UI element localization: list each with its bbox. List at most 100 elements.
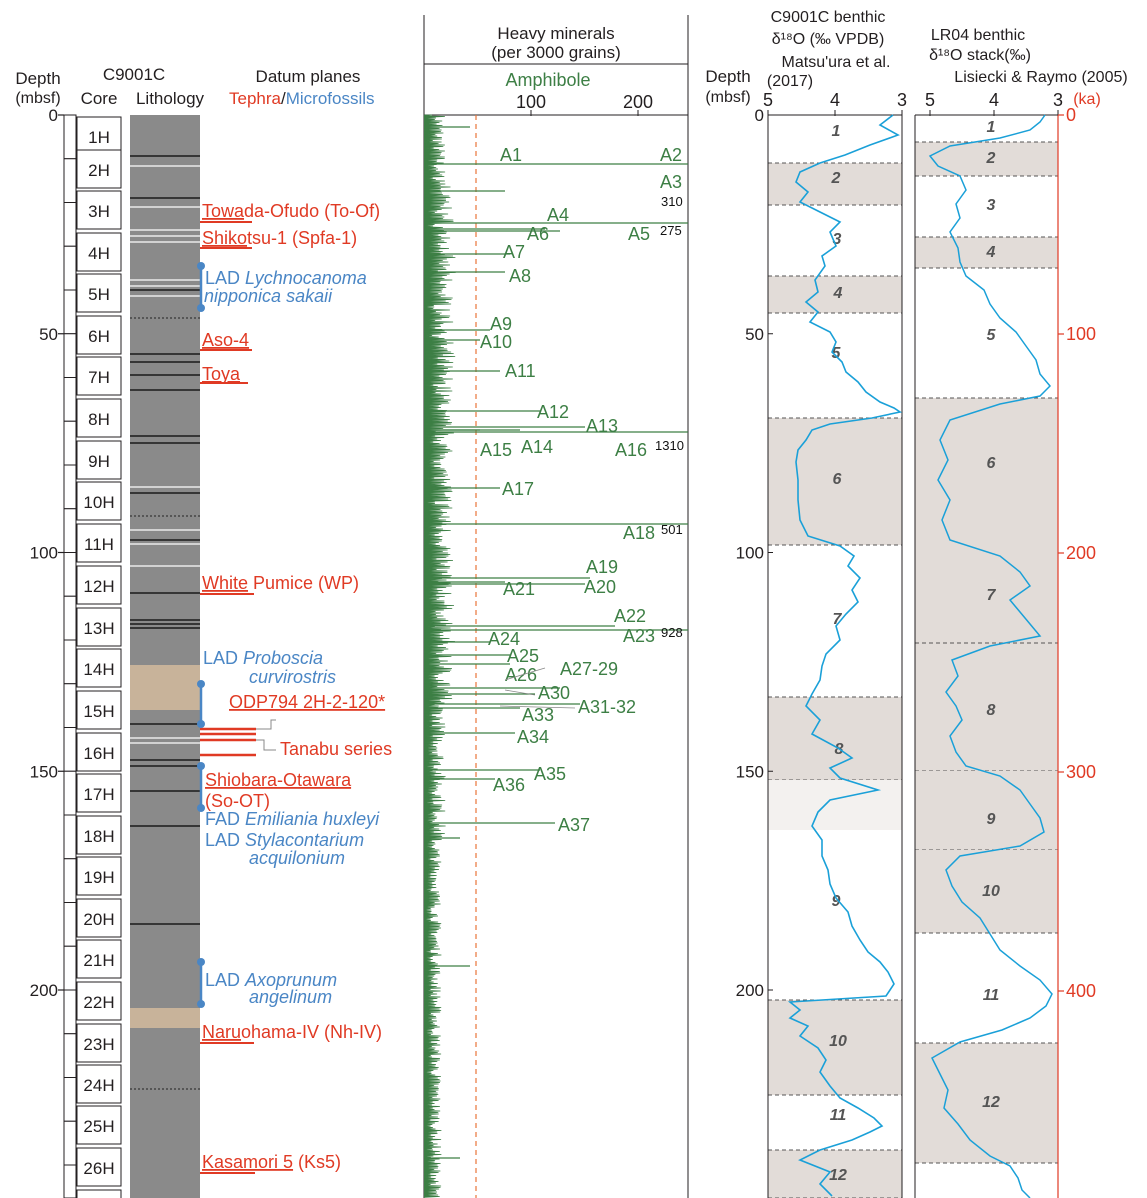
lr04-d18o-curve <box>928 114 1053 1198</box>
heavy-peak-label: A10 <box>480 332 512 352</box>
datum-title: Datum planes <box>256 67 361 86</box>
core-box <box>76 815 122 855</box>
lr04-mis-label: 5 <box>987 327 997 344</box>
heavy-peak-label: A23 <box>623 626 655 646</box>
peak-leader <box>504 667 546 681</box>
microfossil-label: nipponica sakaii <box>204 286 333 306</box>
c9001c-depth-title: Depth <box>705 67 750 86</box>
c9001c-title-4: (2017) <box>767 73 813 90</box>
c9001c-glacial-shade <box>768 418 902 545</box>
heavy-peak-label: A16 <box>615 440 647 460</box>
label-part: (Ks5) <box>293 1152 341 1172</box>
heavy-peak-label: A20 <box>584 577 616 597</box>
peak-leader <box>499 705 576 709</box>
off-scale-value: 928 <box>661 625 683 640</box>
depth-unit: (mbsf) <box>15 90 60 107</box>
label-part: White <box>202 573 248 593</box>
lr04-x-tick: 5 <box>925 90 935 110</box>
core-label: 9H <box>88 452 110 471</box>
core-box <box>76 1189 122 1198</box>
c9001c-y-tick: 50 <box>745 325 764 344</box>
heavy-title-2: (per 3000 grains) <box>491 43 620 62</box>
c9001c-y-tick: 100 <box>736 544 764 563</box>
c9001c-glacial-shade <box>768 1000 902 1095</box>
microfossil-dot <box>197 262 205 270</box>
c9001c-mis-label: 9 <box>832 893 841 910</box>
core-box <box>76 773 122 813</box>
c9001c-x-tick: 5 <box>763 90 773 110</box>
core-box <box>76 939 122 979</box>
depth-tick-label: 50 <box>39 325 58 344</box>
heavy-background-signal <box>423 114 456 1198</box>
microfossil-dot <box>197 680 205 688</box>
c9001c-glacial-shade <box>768 1150 902 1198</box>
c9001c-shade-fade <box>768 780 902 830</box>
microfossil-label: angelinum <box>249 987 332 1007</box>
core-label: 19H <box>83 868 114 887</box>
lithology-band <box>130 1008 200 1028</box>
lr04-glacial-shade <box>915 142 1058 176</box>
lr04-mis-label: 3 <box>987 197 996 214</box>
microfossil-label: curvirostris <box>249 667 336 687</box>
core-box <box>76 481 122 521</box>
age-tick-label: 400 <box>1066 981 1096 1001</box>
lithology-band <box>130 665 200 710</box>
heavy-peak-label: A24 <box>488 629 520 649</box>
heavy-peak-label: A17 <box>502 479 534 499</box>
ruler-segment <box>63 858 77 903</box>
label-part: Tephra <box>229 89 282 108</box>
core-box <box>76 190 122 230</box>
heavy-title: Heavy minerals <box>497 24 614 43</box>
core-label: 12H <box>83 577 114 596</box>
core-label: 5H <box>88 285 110 304</box>
core-box <box>76 981 122 1021</box>
lithology-title: Lithology <box>136 89 205 108</box>
core-box <box>76 648 122 688</box>
c9001c-depth-unit: (mbsf) <box>705 89 750 106</box>
heavy-peak-label: A12 <box>537 402 569 422</box>
c9001c-title-2: δ¹⁸O (‰ VPDB) <box>772 31 885 48</box>
core-label: 2H <box>88 161 110 180</box>
heavy-peak-label: A1 <box>500 145 522 165</box>
c9001c-x-tick: 4 <box>830 90 840 110</box>
core-box <box>76 1105 122 1145</box>
label-part: tsu-1 (Spfa-1) <box>247 228 357 248</box>
core-box <box>76 232 122 272</box>
core-box <box>76 523 122 563</box>
heavy-peak-label: A8 <box>509 266 531 286</box>
tephra-label: (So-OT) <box>205 791 270 811</box>
heavy-peak-label: A9 <box>490 314 512 334</box>
core-label: 14H <box>83 660 114 679</box>
heavy-tick-label: 200 <box>623 92 653 112</box>
lr04-mis-label: 9 <box>987 811 996 828</box>
c9001c-mis-label: 2 <box>831 170 841 187</box>
c9001c-y-tick: 0 <box>755 106 764 125</box>
c9001c-title: C9001C benthic <box>771 9 886 26</box>
core-title: C9001C <box>103 65 165 84</box>
lr04-glacial-shade <box>915 770 1058 850</box>
c9001c-mis-label: 5 <box>832 345 842 362</box>
label-part: Emiliania huxleyi <box>245 809 380 829</box>
tephra-label: Naruohama-IV (Nh-IV) <box>202 1022 382 1042</box>
label-part: Toya <box>202 364 241 384</box>
core-label: 1H <box>88 128 110 147</box>
core-label: 22H <box>83 993 114 1012</box>
label-part: ODP794 2H-2-120* <box>229 692 385 712</box>
c9001c-x-tick: 3 <box>897 90 907 110</box>
label-part: Stylacontarium <box>245 830 364 850</box>
microfossil-dot <box>197 804 205 812</box>
ruler-segment <box>63 508 77 553</box>
core-label: 3H <box>88 202 110 221</box>
label-part: Lychnocanoma <box>245 268 367 288</box>
lr04-mis-label: 6 <box>987 455 996 472</box>
age-tick-label: 300 <box>1066 762 1096 782</box>
heavy-peak-label: A36 <box>493 775 525 795</box>
lr04-title: LR04 benthic <box>931 27 1025 44</box>
microfossil-dot <box>197 1000 205 1008</box>
ruler-segment <box>63 1120 77 1166</box>
ruler-segment <box>63 770 77 816</box>
c9001c-glacial-shade <box>768 697 902 780</box>
c9001c-mis-label: 7 <box>833 611 843 628</box>
heavy-peak-label: A35 <box>534 764 566 784</box>
label-part: Proboscia <box>243 648 323 668</box>
